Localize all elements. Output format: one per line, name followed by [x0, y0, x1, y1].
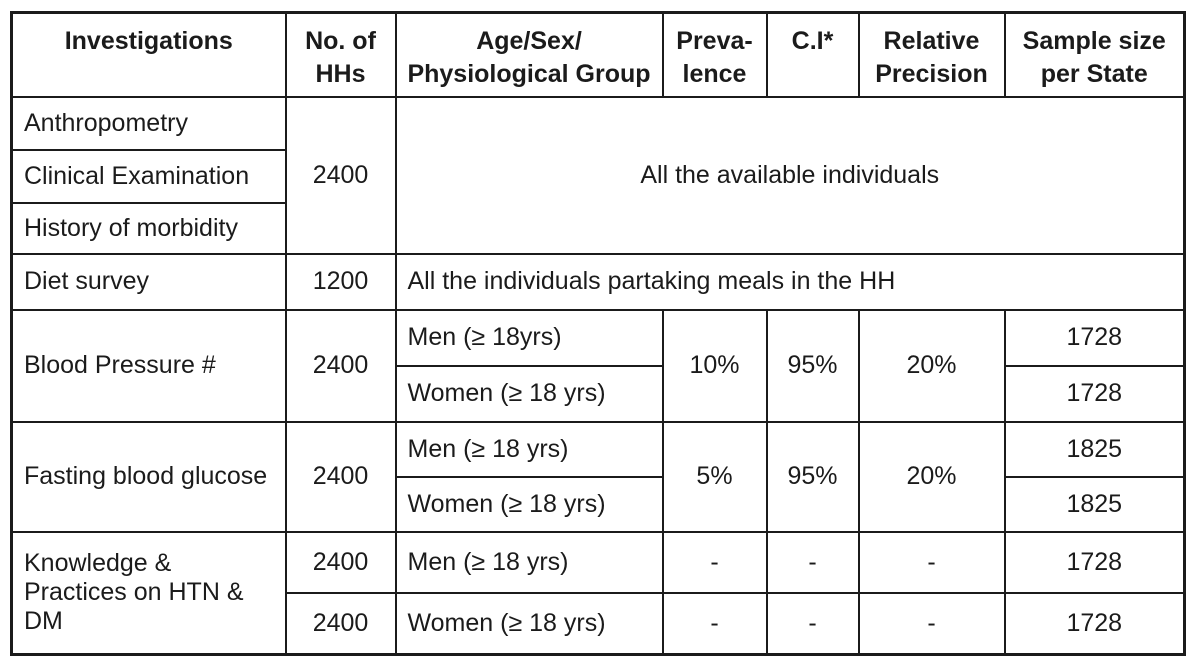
cell-kp-sample-women: 1728	[1003, 591, 1186, 656]
cell-group1-hhs: 2400	[284, 95, 397, 255]
cell-kp-relative-precision-men: -	[857, 530, 1006, 594]
cell-kp-ci-men: -	[765, 530, 860, 594]
row-diet-survey: Diet survey 1200 All the individuals par…	[10, 252, 1186, 311]
cell-kp-ci-women: -	[765, 591, 860, 656]
row-fasting-glucose-men: Fasting blood glucose 2400 Men (≥ 18 yrs…	[10, 420, 1186, 533]
cell-bp-ci: 95%	[765, 308, 860, 423]
cell-bp-group-women: Women (≥ 18 yrs)	[394, 364, 664, 423]
cell-blood-pressure: Blood Pressure #	[10, 308, 287, 423]
cell-fasting-blood-glucose: Fasting blood glucose	[10, 420, 287, 533]
cell-kp-hhs-men: 2400	[284, 530, 397, 594]
cell-fbg-group-men: Men (≥ 18 yrs)	[394, 420, 664, 478]
cell-bp-relative-precision: 20%	[857, 308, 1006, 423]
cell-diet-survey: Diet survey	[10, 252, 287, 311]
cell-kp-relative-precision-women: -	[857, 591, 1006, 656]
cell-fbg-relative-precision: 20%	[857, 420, 1006, 533]
cell-kp-group-men: Men (≥ 18 yrs)	[394, 530, 664, 594]
cell-diet-hhs: 1200	[284, 252, 397, 311]
header-row: Investigations No. of HHs Age/Sex/ Physi…	[10, 11, 1186, 98]
cell-kp-prevalence-men: -	[661, 530, 768, 594]
cell-kp-sample-men: 1728	[1003, 530, 1186, 594]
row-history-of-morbidity: History of morbidity	[10, 201, 1185, 255]
row-knowledge-practices-women: 2400 Women (≥ 18 yrs) - - - 1728	[12, 591, 1186, 656]
row-clinical-examination: Clinical Examination	[10, 148, 1185, 204]
header-sample-size: Sample size per State	[1003, 11, 1186, 98]
cell-fbg-hhs: 2400	[284, 420, 397, 533]
cell-fbg-sample-men: 1825	[1003, 420, 1186, 478]
header-relative-precision: Relative Precision	[857, 11, 1006, 98]
cell-fbg-group-women: Women (≥ 18 yrs)	[394, 475, 664, 533]
cell-history-of-morbidity: History of morbidity	[10, 201, 287, 255]
row-fasting-glucose-women: Women (≥ 18 yrs) 1825	[12, 475, 1186, 533]
survey-sample-design-table: Investigations No. of HHs Age/Sex/ Physi…	[10, 11, 1186, 656]
cell-bp-group-men: Men (≥ 18yrs)	[394, 308, 664, 367]
cell-bp-sample-men: 1728	[1003, 308, 1186, 367]
header-age-sex-group: Age/Sex/ Physiological Group	[394, 11, 664, 98]
cell-kp-hhs-women: 2400	[284, 591, 397, 656]
cell-group1-coverage: All the available individuals	[394, 95, 1186, 255]
cell-fbg-sample-women: 1825	[1003, 475, 1186, 533]
row-blood-pressure-men: Blood Pressure # 2400 Men (≥ 18yrs) 10% …	[10, 308, 1186, 423]
cell-kp-group-women: Women (≥ 18 yrs)	[394, 591, 664, 656]
header-no-of-hhs: No. of HHs	[284, 11, 397, 98]
header-investigations: Investigations	[10, 11, 287, 98]
cell-bp-prevalence: 10%	[661, 308, 768, 423]
cell-kp-prevalence-women: -	[661, 591, 768, 656]
row-knowledge-practices-men: Knowledge & Practices on HTN & DM 2400 M…	[10, 530, 1186, 656]
cell-diet-coverage: All the individuals partaking meals in t…	[394, 252, 1186, 311]
row-anthropometry: Anthropometry 2400 All the available ind…	[10, 95, 1186, 255]
cell-clinical-examination: Clinical Examination	[10, 148, 287, 204]
cell-fbg-prevalence: 5%	[661, 420, 768, 533]
cell-fbg-ci: 95%	[765, 420, 860, 533]
cell-bp-sample-women: 1728	[1003, 364, 1186, 423]
header-ci: C.I*	[765, 11, 860, 98]
cell-knowledge-practices: Knowledge & Practices on HTN & DM	[10, 530, 287, 656]
cell-bp-hhs: 2400	[284, 308, 397, 423]
cell-anthropometry: Anthropometry	[10, 95, 287, 151]
header-prevalence: Preva- lence	[661, 11, 768, 98]
row-blood-pressure-women: Women (≥ 18 yrs) 1728	[12, 364, 1186, 423]
